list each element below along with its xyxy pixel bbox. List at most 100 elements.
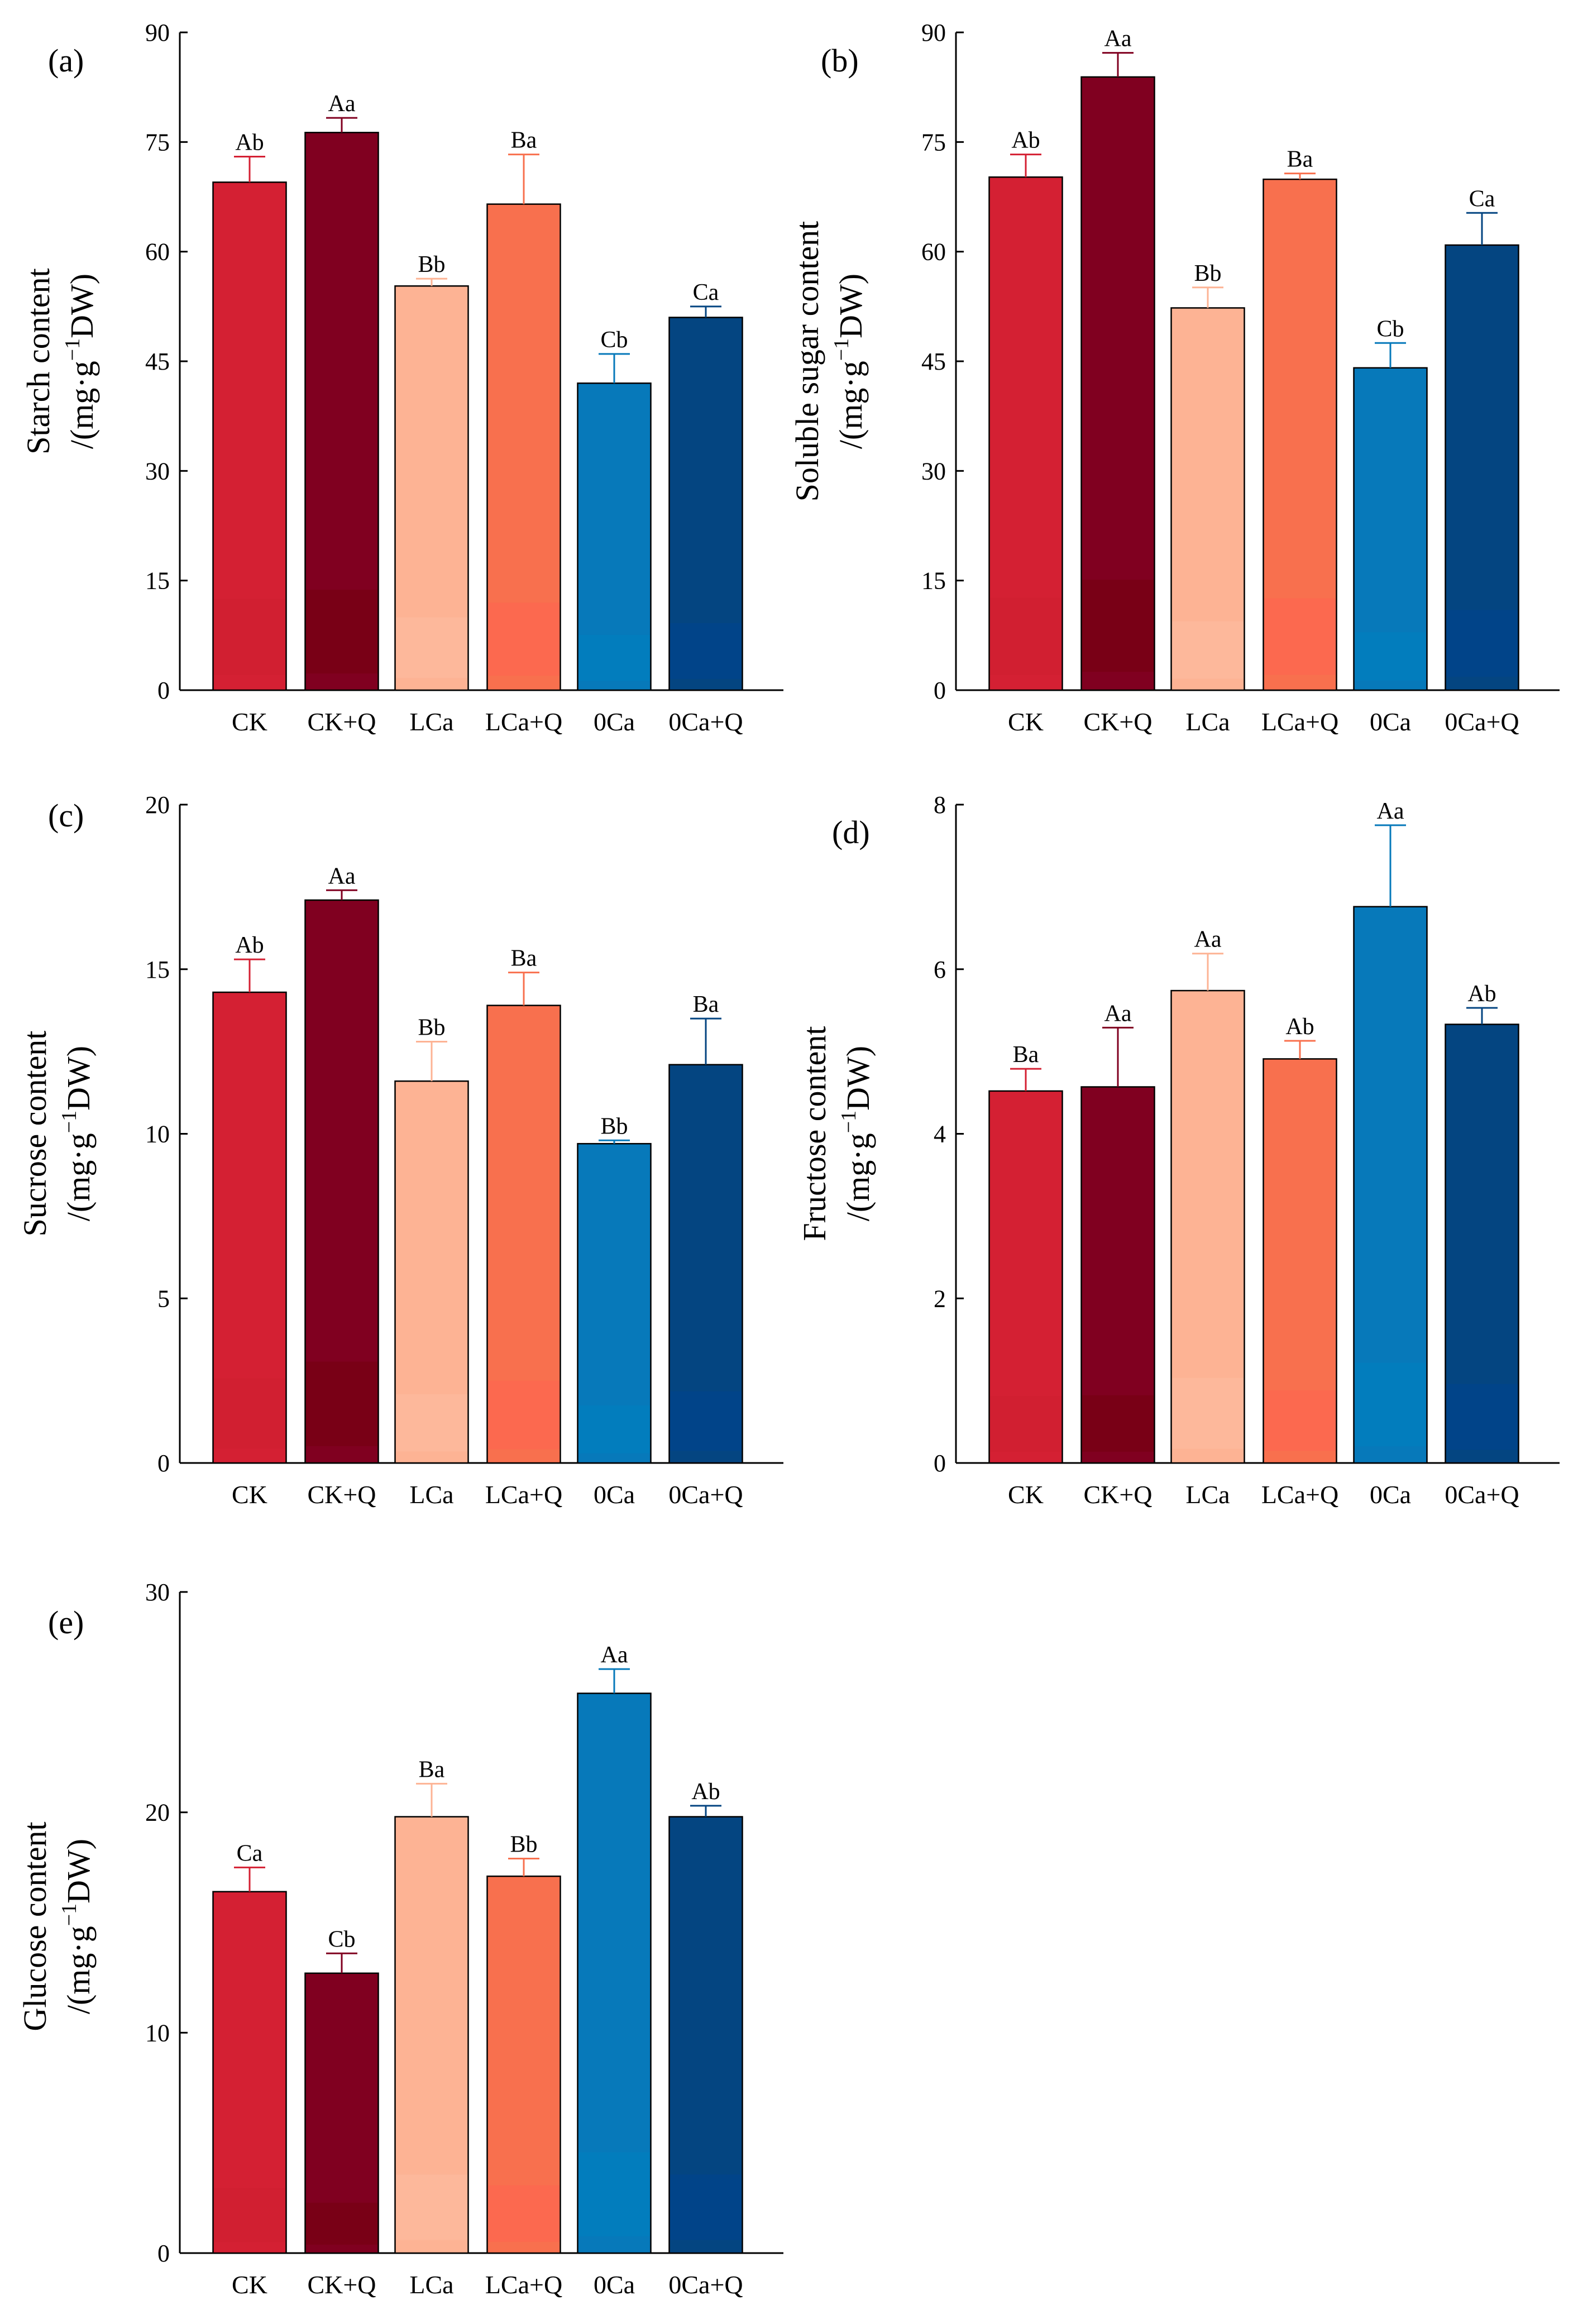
y-tick-label: 5 xyxy=(157,1285,170,1312)
x-category-label: 0Ca xyxy=(1370,1480,1411,1509)
y-axis-label: Sucrose content/(mg·g−1DW) xyxy=(17,1031,97,1237)
x-category-label: CK xyxy=(232,1480,267,1509)
y-axis-label-line2: /(mg·g−1DW) xyxy=(61,274,100,449)
x-category-label: 0Ca+Q xyxy=(668,2270,743,2299)
y-tick-label: 15 xyxy=(145,956,170,983)
bar-shade xyxy=(306,2202,377,2245)
y-axis-label-line2: /(mg·g−1DW) xyxy=(58,1839,97,2014)
bar-shade xyxy=(578,2152,650,2236)
significance-label: Ca xyxy=(1469,186,1495,212)
y-tick-label: 0 xyxy=(934,677,946,704)
x-category-label: 0Ca+Q xyxy=(1445,1480,1519,1509)
bar-shade xyxy=(214,599,285,675)
y-tick-label: 4 xyxy=(934,1121,946,1148)
chart-panel-c: (c) Sucrose content/(mg·g−1DW) 0 5 10 15 20 Ab C… xyxy=(17,791,783,1509)
y-axis-label: Fructose content/(mg·g−1DW) xyxy=(796,1026,876,1241)
x-category-label: LCa+Q xyxy=(1261,707,1338,736)
y-tick-label: 75 xyxy=(921,128,946,156)
bar-shade xyxy=(1082,1395,1154,1452)
significance-label: Cb xyxy=(600,327,628,353)
significance-label: Ab xyxy=(1011,128,1040,154)
significance-label: Ba xyxy=(693,992,719,1017)
y-axis-label-line2: /(mg·g−1DW) xyxy=(58,1046,97,1221)
chart-panel-a: (a) Starch content/(mg·g−1DW) 0 15 30 45 60 75 9… xyxy=(20,19,783,736)
panel-label: (c) xyxy=(48,797,84,834)
significance-label: Ab xyxy=(691,1779,720,1805)
panel-label: (b) xyxy=(821,42,859,79)
bar-shade xyxy=(1264,1390,1336,1451)
x-category-label: 0Ca xyxy=(594,2270,635,2299)
bar-shade xyxy=(578,635,650,681)
panel-label: (a) xyxy=(48,42,84,79)
y-tick-label: 15 xyxy=(921,567,946,595)
bar-shade xyxy=(670,623,742,679)
bar-shade xyxy=(214,1378,285,1449)
x-category-label: CK+Q xyxy=(1083,707,1152,736)
chart-panel-b: (b) Soluble sugar content/(mg·g−1DW) 0 15 30… xyxy=(789,19,1560,736)
bar-shade xyxy=(990,597,1061,675)
y-axis-label-line1: Soluble sugar content xyxy=(789,221,825,502)
y-tick-label: 45 xyxy=(921,348,946,375)
x-category-label: CK+Q xyxy=(307,707,376,736)
significance-label: Bb xyxy=(1194,261,1221,286)
x-category-label: CK+Q xyxy=(307,1480,376,1509)
bar-shade xyxy=(670,2174,742,2240)
y-axis-label-line1: Glucose content xyxy=(17,1821,53,2031)
x-category-label: 0Ca xyxy=(594,1480,635,1509)
significance-label: Bb xyxy=(600,1113,628,1139)
significance-label: Ba xyxy=(511,128,537,154)
significance-label: Aa xyxy=(1104,26,1132,52)
y-axis-label-line1: Starch content xyxy=(20,268,56,454)
x-category-label: CK xyxy=(1008,707,1044,736)
significance-label: Aa xyxy=(328,91,356,117)
x-category-label: 0Ca+Q xyxy=(668,1480,743,1509)
y-axis-label: Starch content/(mg·g−1DW) xyxy=(20,268,100,454)
bar-shade xyxy=(1172,1378,1244,1449)
x-category-label: LCa xyxy=(1185,1480,1230,1509)
x-category-label: LCa+Q xyxy=(485,2270,562,2299)
significance-label: Ba xyxy=(511,946,537,972)
x-category-label: LCa xyxy=(409,1480,453,1509)
y-tick-label: 20 xyxy=(145,791,170,819)
significance-label: Aa xyxy=(1194,927,1222,953)
x-category-label: 0Ca xyxy=(1370,707,1411,736)
y-axis-label-line2: /(mg·g−1DW) xyxy=(830,274,869,449)
significance-label: Cb xyxy=(1376,316,1404,342)
y-tick-label: 75 xyxy=(145,128,170,156)
y-tick-label: 60 xyxy=(145,238,170,266)
y-tick-label: 8 xyxy=(934,791,946,819)
significance-label: Ba xyxy=(1013,1042,1039,1068)
bar-shade xyxy=(670,1391,742,1451)
x-category-label: LCa+Q xyxy=(485,707,562,736)
significance-label: Ba xyxy=(419,1757,445,1782)
x-category-label: LCa+Q xyxy=(485,1480,562,1509)
significance-label: Cb xyxy=(328,1926,355,1952)
bar-shade xyxy=(488,2185,560,2242)
y-tick-label: 30 xyxy=(145,1579,170,1606)
bar-shade xyxy=(1264,598,1336,675)
y-axis-label-line1: Sucrose content xyxy=(17,1031,53,1237)
bar-shade xyxy=(396,1394,467,1452)
bar-shade xyxy=(1355,632,1426,681)
x-category-label: CK xyxy=(1008,1480,1044,1509)
chart-panel-d: (d) Fructose content/(mg·g−1DW) 0 2 4 6 8 Ba CK A… xyxy=(796,791,1560,1509)
x-category-label: LCa xyxy=(1185,707,1230,736)
bar-shade xyxy=(488,602,560,676)
bar-shade xyxy=(1355,1362,1426,1447)
significance-label: Bb xyxy=(510,1832,537,1858)
significance-label: Ca xyxy=(693,280,719,305)
significance-label: Ca xyxy=(237,1840,263,1866)
significance-label: Ab xyxy=(235,130,264,156)
significance-label: Ba xyxy=(1287,147,1313,173)
x-category-label: CK xyxy=(232,2270,267,2299)
y-axis-label: Soluble sugar content/(mg·g−1DW) xyxy=(789,221,869,502)
bar-shade xyxy=(306,1361,377,1446)
significance-label: Aa xyxy=(1104,1001,1132,1026)
y-tick-label: 2 xyxy=(934,1285,946,1312)
y-tick-label: 30 xyxy=(145,457,170,485)
x-category-label: LCa xyxy=(409,707,453,736)
y-tick-label: 0 xyxy=(157,1450,170,1477)
significance-label: Aa xyxy=(601,1642,628,1668)
